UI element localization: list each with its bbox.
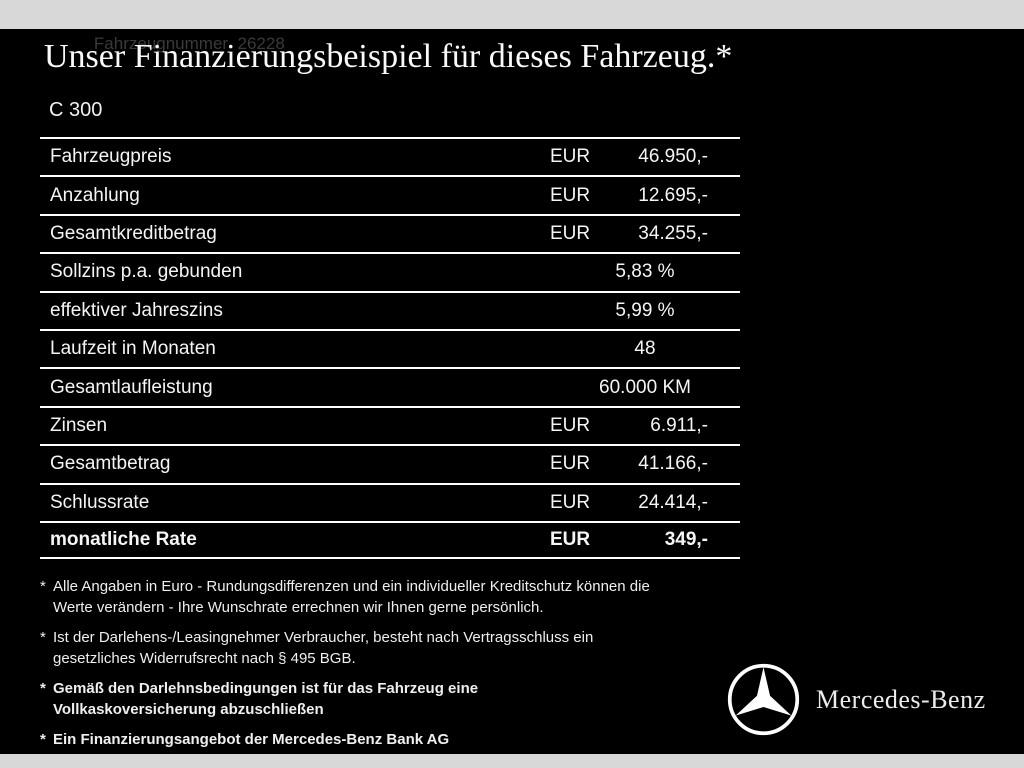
row-value-cell: EUR 34.255,- xyxy=(550,223,740,245)
row-value: 41.166,- xyxy=(638,453,708,475)
footnote-marker: * xyxy=(40,680,46,697)
row-value-cell: 5,99 % xyxy=(550,300,740,322)
table-row: Gesamtlaufleistung 60.000 KM xyxy=(40,367,740,405)
row-value-cell: EUR 6.911,- xyxy=(550,415,740,437)
row-label: Gesamtkreditbetrag xyxy=(50,222,217,244)
currency-code: EUR xyxy=(550,222,591,244)
row-value-cell: EUR 12.695,- xyxy=(550,185,740,207)
row-value: 24.414,- xyxy=(638,491,708,513)
currency-code: EUR xyxy=(550,414,591,436)
row-value: 60.000 KM xyxy=(599,376,691,398)
footnote: * Alle Angaben in Euro - Rundungsdiffere… xyxy=(40,576,740,618)
footnote: * Ein Finanzierungsangebot der Mercedes-… xyxy=(40,729,740,750)
row-value: 6.911,- xyxy=(650,414,708,436)
brand-name: Mercedes-Benz xyxy=(816,684,986,714)
row-value: 349,- xyxy=(664,529,708,551)
bottom-bar xyxy=(0,754,1024,768)
row-value-cell: EUR 24.414,- xyxy=(550,492,740,514)
table-row: Gesamtkreditbetrag EUR 34.255,- xyxy=(40,213,740,252)
row-value: 12.695,- xyxy=(638,184,708,206)
page-title: Unser Finanzierungsbeispiel für dieses F… xyxy=(44,38,733,75)
row-label: Gesamtlaufleistung xyxy=(50,376,213,398)
row-label: Fahrzeugpreis xyxy=(50,146,172,168)
row-value: 5,83 % xyxy=(615,261,675,283)
footnote: * Gemäß den Darlehnsbedingungen ist für … xyxy=(40,678,740,720)
row-value-cell: EUR 349,- xyxy=(550,529,740,551)
footnote-marker: * xyxy=(40,731,46,748)
row-label: Anzahlung xyxy=(50,184,140,206)
footnote-text: Gemäß den Darlehnsbedingungen ist für da… xyxy=(53,680,479,718)
row-label: Schlussrate xyxy=(50,491,150,513)
model-name: C 300 xyxy=(49,99,103,121)
table-row: Gesamtbetrag EUR 41.166,- xyxy=(40,444,740,482)
table-row: Sollzins p.a. gebunden 5,83 % xyxy=(40,252,740,290)
footnote-marker: * xyxy=(40,578,46,595)
row-value: 5,99 % xyxy=(615,299,675,321)
row-label: monatliche Rate xyxy=(50,529,197,551)
top-bar: Fahrzeugnummer 26228 xyxy=(0,0,1024,53)
footnote-text: Ist der Darlehens-/Leasingnehmer Verbrau… xyxy=(53,629,594,667)
table-row: Schlussrate EUR 24.414,- xyxy=(40,482,740,521)
row-value: 48 xyxy=(634,338,656,360)
currency-code: EUR xyxy=(550,184,591,206)
row-value-cell: EUR 41.166,- xyxy=(550,453,740,475)
row-label: effektiver Jahreszins xyxy=(50,299,223,321)
table-row: effektiver Jahreszins 5,99 % xyxy=(40,290,740,329)
currency-code: EUR xyxy=(550,491,591,513)
row-value: 46.950,- xyxy=(638,146,708,168)
row-value-cell: 48 xyxy=(550,338,740,360)
mercedes-star-icon xyxy=(727,663,800,736)
row-label: Zinsen xyxy=(50,414,108,436)
table-row: Laufzeit in Monaten 48 xyxy=(40,328,740,367)
table-row: Zinsen EUR 6.911,- xyxy=(40,405,740,444)
table-row-monthly-rate: monatliche Rate EUR 349,- xyxy=(40,520,740,560)
row-value-cell: EUR 46.950,- xyxy=(550,146,740,168)
currency-code: EUR xyxy=(550,453,591,475)
row-label: Laufzeit in Monaten xyxy=(50,338,216,360)
currency-code: EUR xyxy=(550,529,591,551)
footnote-text: Ein Finanzierungsangebot der Mercedes-Be… xyxy=(53,731,450,748)
footnote-text: Alle Angaben in Euro - Rundungsdifferenz… xyxy=(53,578,650,616)
currency-code: EUR xyxy=(550,146,591,168)
row-label: Sollzins p.a. gebunden xyxy=(50,261,243,283)
footnotes: * Alle Angaben in Euro - Rundungsdiffere… xyxy=(40,576,740,759)
finance-table: Fahrzeugpreis EUR 46.950,- Anzahlung EUR… xyxy=(40,137,740,560)
row-value-cell: 60.000 KM xyxy=(550,377,740,399)
footnote: * Ist der Darlehens-/Leasingnehmer Verbr… xyxy=(40,627,740,669)
vehicle-number: Fahrzeugnummer 26228 xyxy=(93,34,285,53)
row-value-cell: 5,83 % xyxy=(550,261,740,283)
row-label: Gesamtbetrag xyxy=(50,453,171,475)
table-row: Fahrzeugpreis EUR 46.950,- xyxy=(40,137,740,175)
table-row: Anzahlung EUR 12.695,- xyxy=(40,175,740,213)
footnote-marker: * xyxy=(40,629,46,646)
brand-area: Mercedes-Benz xyxy=(726,662,986,737)
row-value: 34.255,- xyxy=(638,222,708,244)
